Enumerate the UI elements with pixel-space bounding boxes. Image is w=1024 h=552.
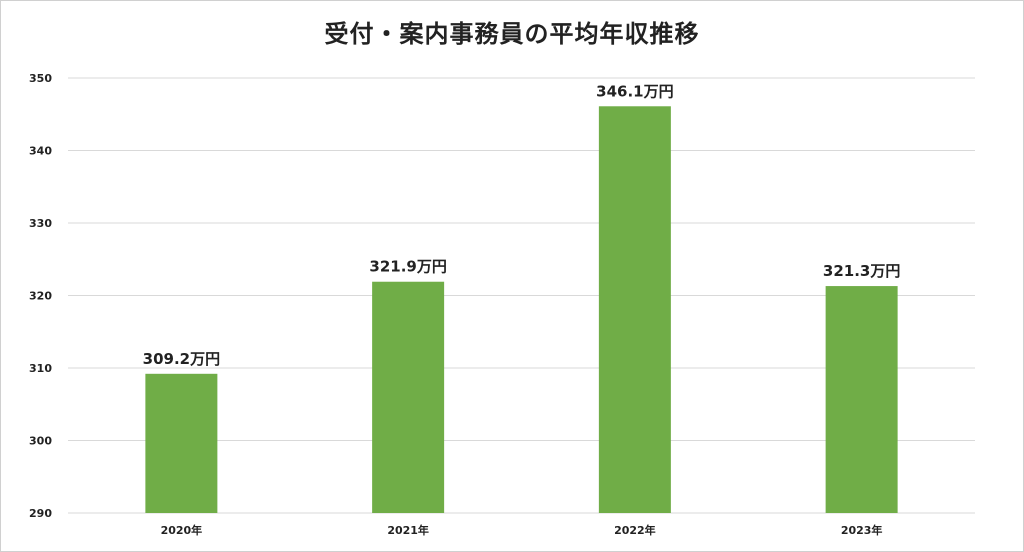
bar-2023年 xyxy=(825,286,898,513)
bar-2022年 xyxy=(598,106,671,514)
data-labels: 309.2万円 321.9万円 346.1万円 321.3万円 xyxy=(143,82,901,368)
chart-title: 受付・案内事務員の平均年収推移 xyxy=(324,20,700,48)
x-tick-label: 2021年 xyxy=(387,523,429,537)
data-label: 309.2万円 xyxy=(143,350,220,368)
data-label: 346.1万円 xyxy=(596,82,673,100)
x-axis-ticks: 2020年 2021年 2022年 2023年 xyxy=(161,523,883,537)
data-label: 321.9万円 xyxy=(369,258,446,276)
bar-2020年 xyxy=(145,373,218,513)
y-tick-label: 310 xyxy=(29,362,52,375)
bars xyxy=(145,106,898,514)
x-tick-label: 2023年 xyxy=(841,523,883,537)
y-tick-label: 290 xyxy=(29,507,52,520)
y-tick-label: 300 xyxy=(29,435,52,448)
y-tick-label: 340 xyxy=(29,145,52,158)
grid-lines xyxy=(68,77,975,514)
y-tick-label: 330 xyxy=(29,217,52,230)
y-axis-ticks: 290 300 310 320 330 340 350 xyxy=(29,72,52,520)
y-tick-label: 350 xyxy=(29,72,52,85)
x-tick-label: 2022年 xyxy=(614,523,656,537)
bar-2021年 xyxy=(372,281,445,513)
data-label: 321.3万円 xyxy=(823,262,900,280)
x-tick-label: 2020年 xyxy=(161,523,203,537)
y-tick-label: 320 xyxy=(29,290,52,303)
